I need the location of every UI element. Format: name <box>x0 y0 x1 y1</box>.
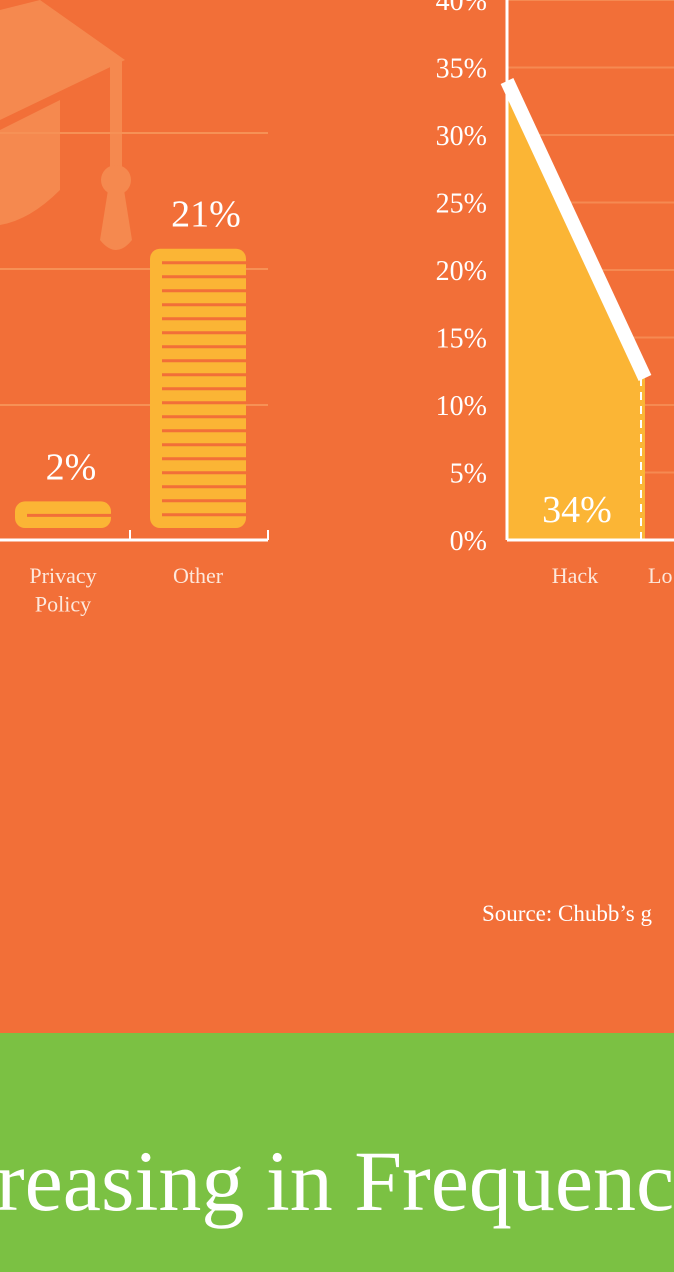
value-label: 21% <box>171 194 241 236</box>
line <box>500 78 652 381</box>
area <box>507 81 645 540</box>
x-tick-label: Lo <box>648 563 672 588</box>
green-banner <box>0 1033 674 1272</box>
y-tick-label: 0% <box>450 526 487 557</box>
y-tick-label: 35% <box>436 54 487 85</box>
y-tick-label: 10% <box>436 391 487 422</box>
banner-title: reasing in Frequency <box>0 1133 674 1229</box>
value-label: 34% <box>542 489 612 531</box>
y-tick-label: 15% <box>436 324 487 355</box>
x-tick-label: Other <box>173 563 224 588</box>
source-note: Source: Chubb’s g <box>482 901 652 926</box>
y-tick-label: 40% <box>436 0 487 17</box>
x-tick-label: Privacy Policy <box>29 563 96 617</box>
y-tick-label: 30% <box>436 121 487 152</box>
y-tick-label: 5% <box>450 459 487 490</box>
y-tick-label: 20% <box>436 256 487 287</box>
x-tick-label: Hack <box>552 563 598 588</box>
graduation-cap <box>0 0 132 250</box>
y-tick-label: 25% <box>436 189 487 220</box>
value-label: 2% <box>46 446 97 488</box>
